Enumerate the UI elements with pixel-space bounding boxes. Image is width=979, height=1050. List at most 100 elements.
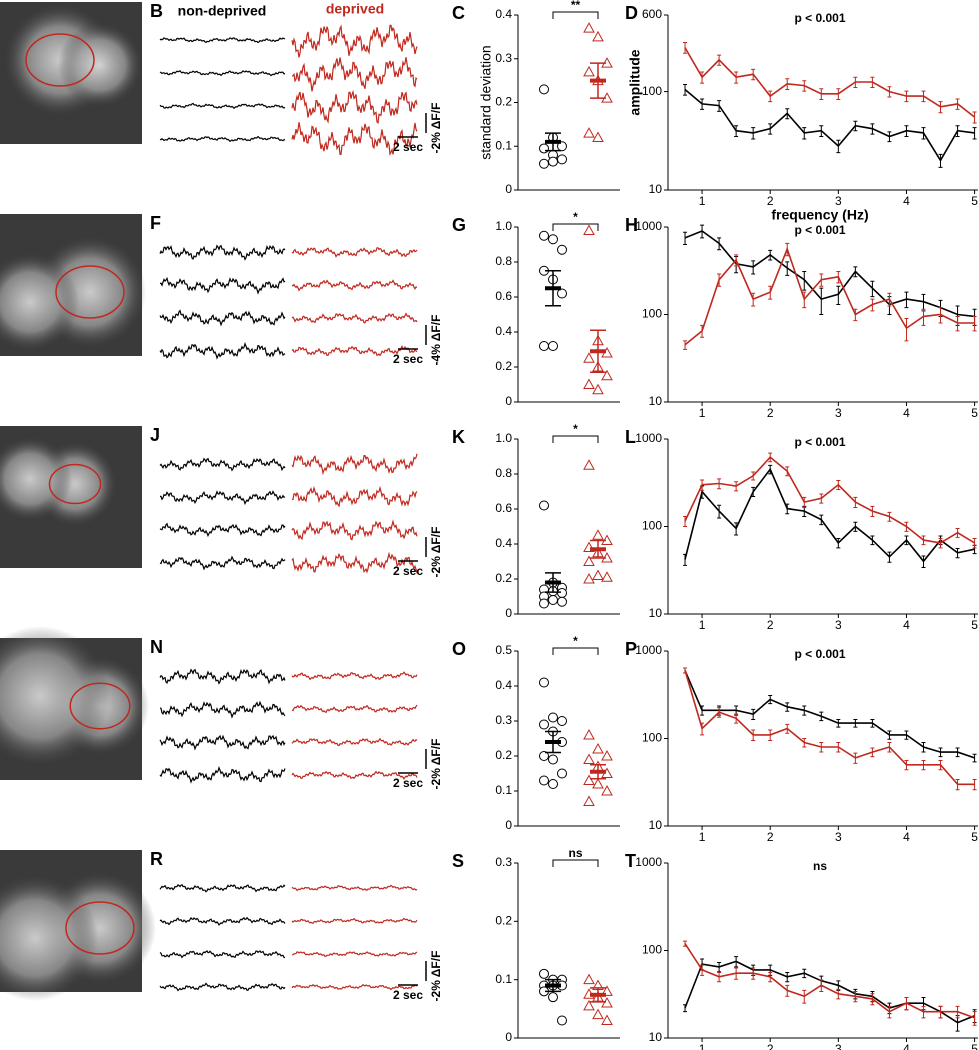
x-tick-label: 3	[835, 618, 842, 632]
y-tick-label: 0.2	[495, 914, 512, 928]
error-bar	[955, 1005, 960, 1019]
error-bar	[768, 249, 773, 261]
error-bar	[802, 80, 807, 92]
series-line	[684, 467, 975, 563]
y-tick-label: 0.4	[495, 536, 512, 550]
trace	[159, 309, 286, 327]
error-bar	[870, 76, 875, 89]
roi-outline	[25, 33, 95, 87]
error-bar	[921, 127, 926, 140]
x-tick-label: 4	[903, 194, 910, 208]
error-bar	[819, 979, 824, 992]
significance-label: *	[573, 210, 578, 224]
error-bar	[819, 493, 824, 504]
panel-label: L	[625, 427, 636, 447]
error-bar	[751, 260, 756, 275]
error-bar	[955, 315, 960, 332]
error-bar	[819, 88, 824, 101]
trace	[159, 522, 286, 538]
trace	[291, 671, 418, 681]
error-bar	[921, 535, 926, 546]
y-tick-label: 0.3	[495, 855, 512, 869]
panel-label: R	[150, 849, 163, 869]
trace	[291, 89, 418, 124]
error-bar	[938, 760, 943, 771]
error-bar	[921, 1005, 926, 1019]
point	[592, 131, 604, 142]
point	[583, 728, 595, 740]
error-bar	[819, 514, 824, 526]
significance-label: **	[571, 0, 581, 12]
series-line	[684, 230, 975, 318]
error-bar	[972, 1011, 977, 1026]
scale-y-label: -2% ΔF/F	[429, 739, 443, 790]
y-tick-label: 1000	[635, 643, 662, 657]
error-bar	[785, 242, 790, 257]
point	[548, 595, 558, 605]
x-tick-label: 5	[971, 1042, 978, 1050]
panel-label: G	[452, 215, 466, 235]
trace	[159, 276, 286, 295]
error-bar	[768, 285, 773, 300]
y-tick-label: 0.3	[495, 713, 512, 727]
scale-y-label: -2% ΔF/F	[429, 527, 443, 578]
point	[583, 572, 595, 584]
point	[601, 1014, 613, 1025]
error-bar	[768, 123, 773, 135]
error-bar	[972, 127, 977, 140]
error-bar	[870, 123, 875, 135]
y-tick-label: 0.4	[495, 324, 512, 338]
point	[583, 65, 595, 77]
point	[548, 754, 558, 765]
error-bar	[836, 139, 841, 154]
y-axis-label: amplitude	[627, 49, 643, 115]
error-bar	[751, 68, 756, 81]
error-bar	[887, 1005, 892, 1019]
x-tick-label: 1	[699, 1042, 706, 1050]
significance-label: *	[573, 422, 578, 436]
image-glow	[0, 875, 98, 1001]
x-tick-label: 2	[767, 194, 774, 208]
x-tick-label: 1	[699, 618, 706, 632]
error-bar	[683, 553, 688, 566]
error-bar	[870, 747, 875, 758]
trace	[159, 700, 286, 719]
error-bar	[700, 71, 705, 84]
error-bar	[938, 101, 943, 114]
point	[583, 378, 595, 389]
trace	[291, 122, 418, 156]
panel-label: P	[625, 639, 637, 659]
error-bar	[887, 742, 892, 753]
image-glow	[0, 253, 79, 351]
scale-x-label: 2 sec	[393, 140, 423, 154]
point	[557, 288, 567, 299]
trace	[159, 244, 286, 261]
x-tick-label: 5	[971, 830, 978, 844]
micrograph	[0, 426, 142, 568]
trace	[291, 519, 418, 541]
chart-title: ns	[813, 859, 827, 873]
y-tick-label: 10	[649, 394, 663, 408]
error-bar	[938, 1005, 943, 1019]
error-bar	[904, 125, 909, 137]
error-bar	[853, 752, 858, 764]
error-bar	[700, 224, 705, 239]
error-bar	[836, 718, 841, 728]
error-bar	[717, 707, 722, 718]
error-bar	[700, 479, 705, 491]
error-bar	[836, 537, 841, 549]
y-tick-label: 10	[649, 182, 663, 196]
scale-x-label: 2 sec	[393, 776, 423, 790]
error-bar	[802, 127, 807, 140]
point	[548, 779, 558, 789]
trace	[159, 734, 286, 751]
y-tick-label: 0.2	[495, 748, 512, 762]
error-bar	[938, 153, 943, 168]
y-tick-label: 600	[642, 7, 662, 21]
trace	[291, 24, 418, 58]
point	[539, 230, 549, 241]
point	[557, 596, 567, 607]
error-bar	[887, 131, 892, 143]
error-bar	[904, 535, 909, 546]
error-bar	[955, 778, 960, 791]
